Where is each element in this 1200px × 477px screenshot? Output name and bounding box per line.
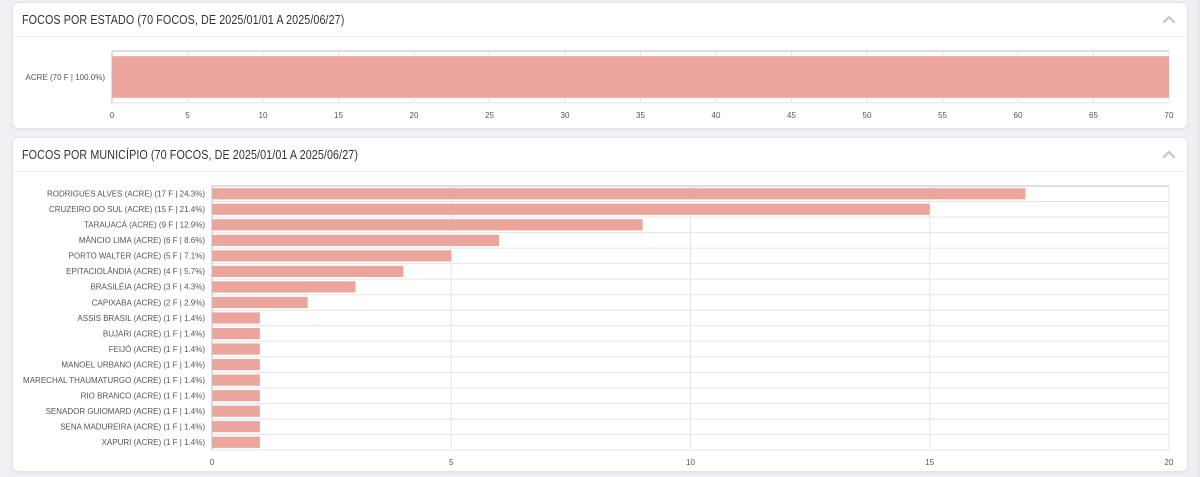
category-label: XAPURI (ACRE) (1 F | 1.4%) [102,438,206,447]
x-tick-label: 30 [561,111,570,120]
bar[interactable] [212,250,452,262]
state-chart-panel: FOCOS POR ESTADO (70 FOCOS, DE 2025/01/0… [12,2,1188,129]
chevron-up-icon[interactable] [1161,12,1177,26]
category-label: MÂNCIO LIMA (ACRE) (6 F | 8.6%) [79,236,205,245]
x-tick-label: 15 [925,458,934,467]
x-tick-label: 70 [1165,111,1174,120]
panel-title: FOCOS POR ESTADO (70 FOCOS, DE 2025/01/0… [22,13,345,27]
x-tick-label: 65 [1089,111,1098,120]
panel-title: FOCOS POR MUNICÍPIO (70 FOCOS, DE 2025/0… [22,148,358,162]
bar[interactable] [212,405,260,417]
category-label: TARAUACÁ (ACRE) (9 F | 12.9%) [84,221,205,230]
x-tick-label: 20 [1165,458,1174,467]
state-bar-chart: 0 5 10 15 20 25 30 35 40 45 50 55 60 65 70 ACRE (70 F |… [26,50,1174,120]
category-label: BRASILÉIA (ACRE) (3 F | 4.3%) [90,283,205,292]
bar[interactable] [212,312,260,324]
x-tick-label: 5 [185,111,190,120]
bar[interactable] [212,436,260,448]
page-scrollbar[interactable] [1197,0,1200,477]
bar[interactable] [212,343,260,355]
x-tick-label: 40 [712,111,721,120]
category-label: EPITACIOLÂNDIA (ACRE) (4 F | 5.7%) [66,267,205,276]
category-label: MARECHAL THAUMATURGO (ACRE) (1 F | 1.4%) [23,376,205,385]
x-tick-label: 55 [938,111,947,120]
bar[interactable] [212,234,500,246]
x-tick-label: 5 [449,458,454,467]
bar[interactable] [112,56,1170,98]
category-label: PORTO WALTER (ACRE) (5 F | 7.1%) [69,252,206,261]
bar[interactable] [212,219,643,231]
category-label: RIO BRANCO (ACRE) (1 F | 1.4%) [81,391,206,400]
category-label: SENADOR GUIOMARD (ACRE) (1 F | 1.4%) [46,407,206,416]
panel-header: FOCOS POR ESTADO (70 FOCOS, DE 2025/01/0… [13,3,1187,37]
category-label: RODRIGUES ALVES (ACRE) (17 F | 24.3%) [47,190,205,199]
x-tick-label: 25 [485,111,494,120]
category-label: SENA MADUREIRA (ACRE) (1 F | 1.4%) [60,423,205,432]
category-label: CRUZEIRO DO SUL (ACRE) (15 F | 21.4%) [49,205,205,214]
bar[interactable] [212,188,1026,200]
bar[interactable] [212,421,260,433]
category-label: MANOEL URBANO (ACRE) (1 F | 1.4%) [61,360,205,369]
bar[interactable] [212,327,260,340]
bar[interactable] [212,203,930,215]
x-tick-label: 45 [787,111,796,120]
bar[interactable] [212,296,308,309]
category-label: BUJARI (ACRE) (1 F | 1.4%) [103,329,205,338]
x-tick-label: 10 [686,458,695,467]
x-tick-label: 0 [110,111,115,120]
bar[interactable] [212,281,356,293]
municipality-chart-panel: FOCOS POR MUNICÍPIO (70 FOCOS, DE 2025/0… [12,137,1188,472]
chevron-up-icon[interactable] [1161,147,1177,161]
bar[interactable] [212,374,260,386]
category-label: FEIJÓ (ACRE) (1 F | 1.4%) [109,345,206,354]
x-tick-label: 10 [259,111,268,120]
x-tick-label: 0 [210,458,215,467]
panel-header: FOCOS POR MUNICÍPIO (70 FOCOS, DE 2025/0… [13,138,1187,172]
x-tick-label: 35 [636,111,645,120]
bar[interactable] [212,358,260,371]
x-tick-label: 15 [334,111,343,120]
category-label: ACRE (70 F | 100.0%) [26,73,106,82]
x-tick-label: 60 [1014,111,1023,120]
category-label: ASSIS BRASIL (ACRE) (1 F | 1.4%) [77,314,205,323]
bar[interactable] [212,390,260,402]
municipality-bar-chart: 0 5 10 15 20 RODRIGUES ALVES (ACRE) (17 F | 2… [23,185,1174,467]
x-tick-label: 50 [863,111,872,120]
bar[interactable] [212,265,404,278]
x-tick-label: 20 [410,111,419,120]
category-label: CAPIXABA (ACRE) (2 F | 2.9%) [92,298,206,307]
